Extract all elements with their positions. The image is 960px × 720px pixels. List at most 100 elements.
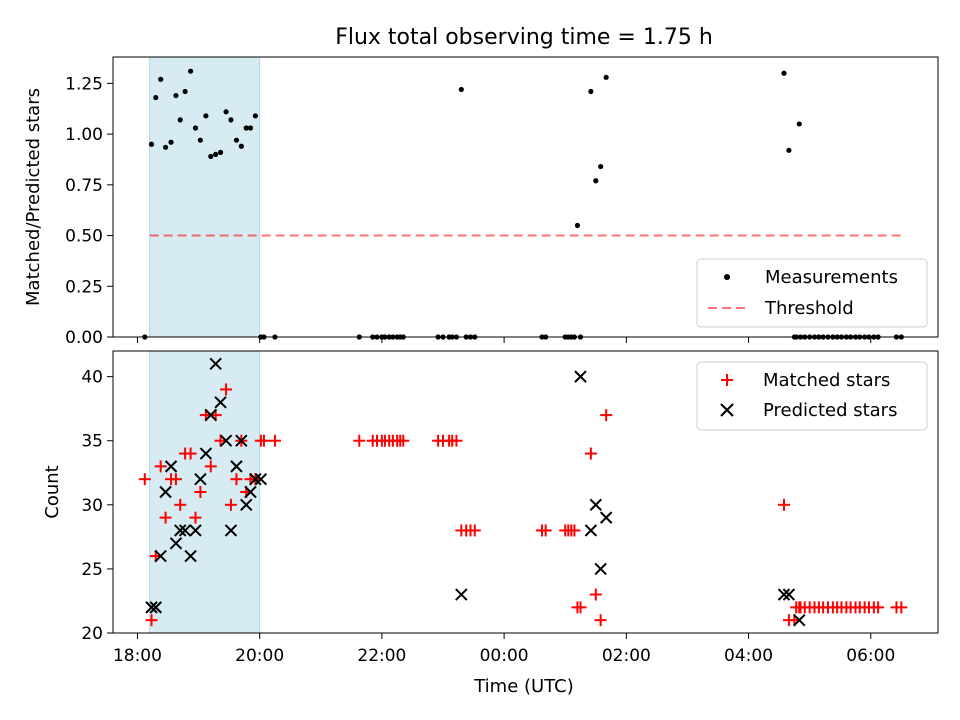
measurement-point: [208, 153, 214, 160]
top-y-tick-label: 0.00: [65, 328, 103, 348]
x-stroke-b: [235, 434, 248, 447]
x-stroke-b: [174, 524, 187, 537]
x-stroke-b: [178, 524, 192, 537]
measurement-point: [168, 139, 174, 145]
top-y-tick-label: 1.25: [65, 74, 103, 94]
x-stroke-b: [209, 357, 222, 371]
matched-star-point: [353, 434, 366, 447]
legend-marker-predicted: [720, 403, 734, 417]
predicted-star-point: [230, 460, 243, 473]
measurement-point: [786, 147, 792, 153]
measurement-point: [598, 163, 604, 170]
matched-star-point: [895, 601, 908, 614]
bottom-y-tick-label: 40: [81, 368, 103, 388]
predicted-star-point: [240, 498, 253, 512]
top-y-tick-label: 0.25: [65, 277, 103, 297]
matched-star-point: [594, 614, 607, 627]
measurement-point: [574, 222, 581, 229]
predicted-star-point: [199, 447, 213, 460]
x-stroke-b: [224, 524, 238, 537]
predicted-star-point: [214, 396, 227, 409]
x-stroke-b: [455, 588, 468, 601]
x-stroke-b: [164, 460, 178, 473]
measurement-point: [238, 143, 244, 149]
predicted-star-point: [209, 357, 222, 371]
x-stroke-b: [244, 485, 257, 499]
measurement-point: [233, 137, 240, 143]
measurement-point: [588, 88, 594, 95]
measurement-point: [162, 144, 169, 150]
bottom-y-axis-label: Count: [42, 465, 63, 518]
matched-star-point: [268, 434, 281, 447]
measurement-point: [223, 109, 229, 115]
matched-star-point: [220, 383, 233, 396]
x-tick-label: 04:00: [724, 646, 773, 666]
legend-label-predicted: Predicted stars: [763, 400, 897, 421]
predicted-stars-points: [145, 357, 806, 627]
predicted-star-point: [782, 588, 796, 601]
x-stroke-b: [240, 498, 253, 512]
matched-star-point: [154, 460, 167, 473]
bottom-y-tick-label: 20: [81, 624, 103, 644]
x-tick-label: 06:00: [846, 646, 895, 666]
predicted-star-point: [244, 485, 257, 499]
measurement-point: [781, 70, 787, 76]
bottom-panel: 20 25 30 35 40 18:00 20:00 22:00 00:00 02:00 04:0…: [42, 350, 939, 697]
x-tick-label: 02:00: [602, 646, 651, 666]
matched-star-point: [174, 498, 187, 511]
measurement-point: [593, 178, 599, 184]
matched-star-point: [589, 588, 602, 601]
x-stroke-b: [594, 562, 607, 576]
measurement-point: [192, 125, 199, 131]
top-axes-frame: [112, 56, 939, 338]
x-stroke-b: [204, 408, 217, 422]
x-stroke-b: [169, 537, 183, 550]
predicted-star-point: [455, 588, 468, 601]
x-stroke-b: [589, 498, 602, 512]
legend-label-threshold: Threshold: [764, 298, 854, 319]
matched-star-point: [574, 601, 587, 614]
chart-title: Flux total observing time = 1.75 h: [335, 25, 713, 50]
top-y-tick-label: 0.50: [65, 227, 103, 247]
predicted-star-point: [159, 485, 172, 499]
measurement-point: [243, 125, 249, 131]
predicted-star-point: [154, 549, 167, 563]
predicted-star-point: [174, 524, 187, 537]
x-stroke-b: [194, 472, 207, 486]
matched-star-point: [778, 498, 790, 511]
measurement-point: [177, 117, 183, 123]
x-stroke-b: [254, 472, 268, 486]
predicted-star-point: [189, 524, 202, 537]
top-legend: Measurements Threshold: [696, 258, 928, 328]
x-stroke-b: [230, 460, 243, 473]
measurement-point: [603, 74, 609, 80]
matched-star-point: [214, 434, 227, 447]
measurement-point: [188, 68, 194, 74]
measurement-point: [228, 117, 234, 123]
x-stroke-b: [584, 524, 598, 537]
matched-star-point: [204, 460, 217, 473]
bottom-x-ticks: 18:00 20:00 22:00 00:00 02:00 04:00 06:00: [113, 633, 895, 666]
bottom-y-tick-label: 35: [81, 432, 103, 452]
matched-star-point: [257, 434, 270, 447]
predicted-star-point: [574, 370, 587, 383]
x-tick-label: 18:00: [113, 646, 162, 666]
predicted-star-point: [599, 511, 613, 524]
bottom-axes-frame: [112, 350, 939, 634]
predicted-star-point: [224, 524, 238, 537]
x-tick-label: 22:00: [357, 646, 406, 666]
predicted-star-point: [145, 601, 158, 614]
x-stroke-b: [219, 434, 233, 447]
measurement-point: [252, 113, 258, 119]
x-tick-label: 20:00: [235, 646, 284, 666]
x-stroke-b: [145, 601, 158, 614]
measurement-point: [197, 137, 203, 143]
predicted-star-point: [594, 562, 607, 576]
legend-marker-measurements: [724, 274, 730, 280]
matched-stars-points: [138, 383, 908, 627]
predicted-star-point: [194, 472, 207, 486]
bottom-legend-box: [696, 361, 928, 431]
measurement-point: [203, 113, 209, 119]
matched-star-point: [230, 473, 243, 486]
